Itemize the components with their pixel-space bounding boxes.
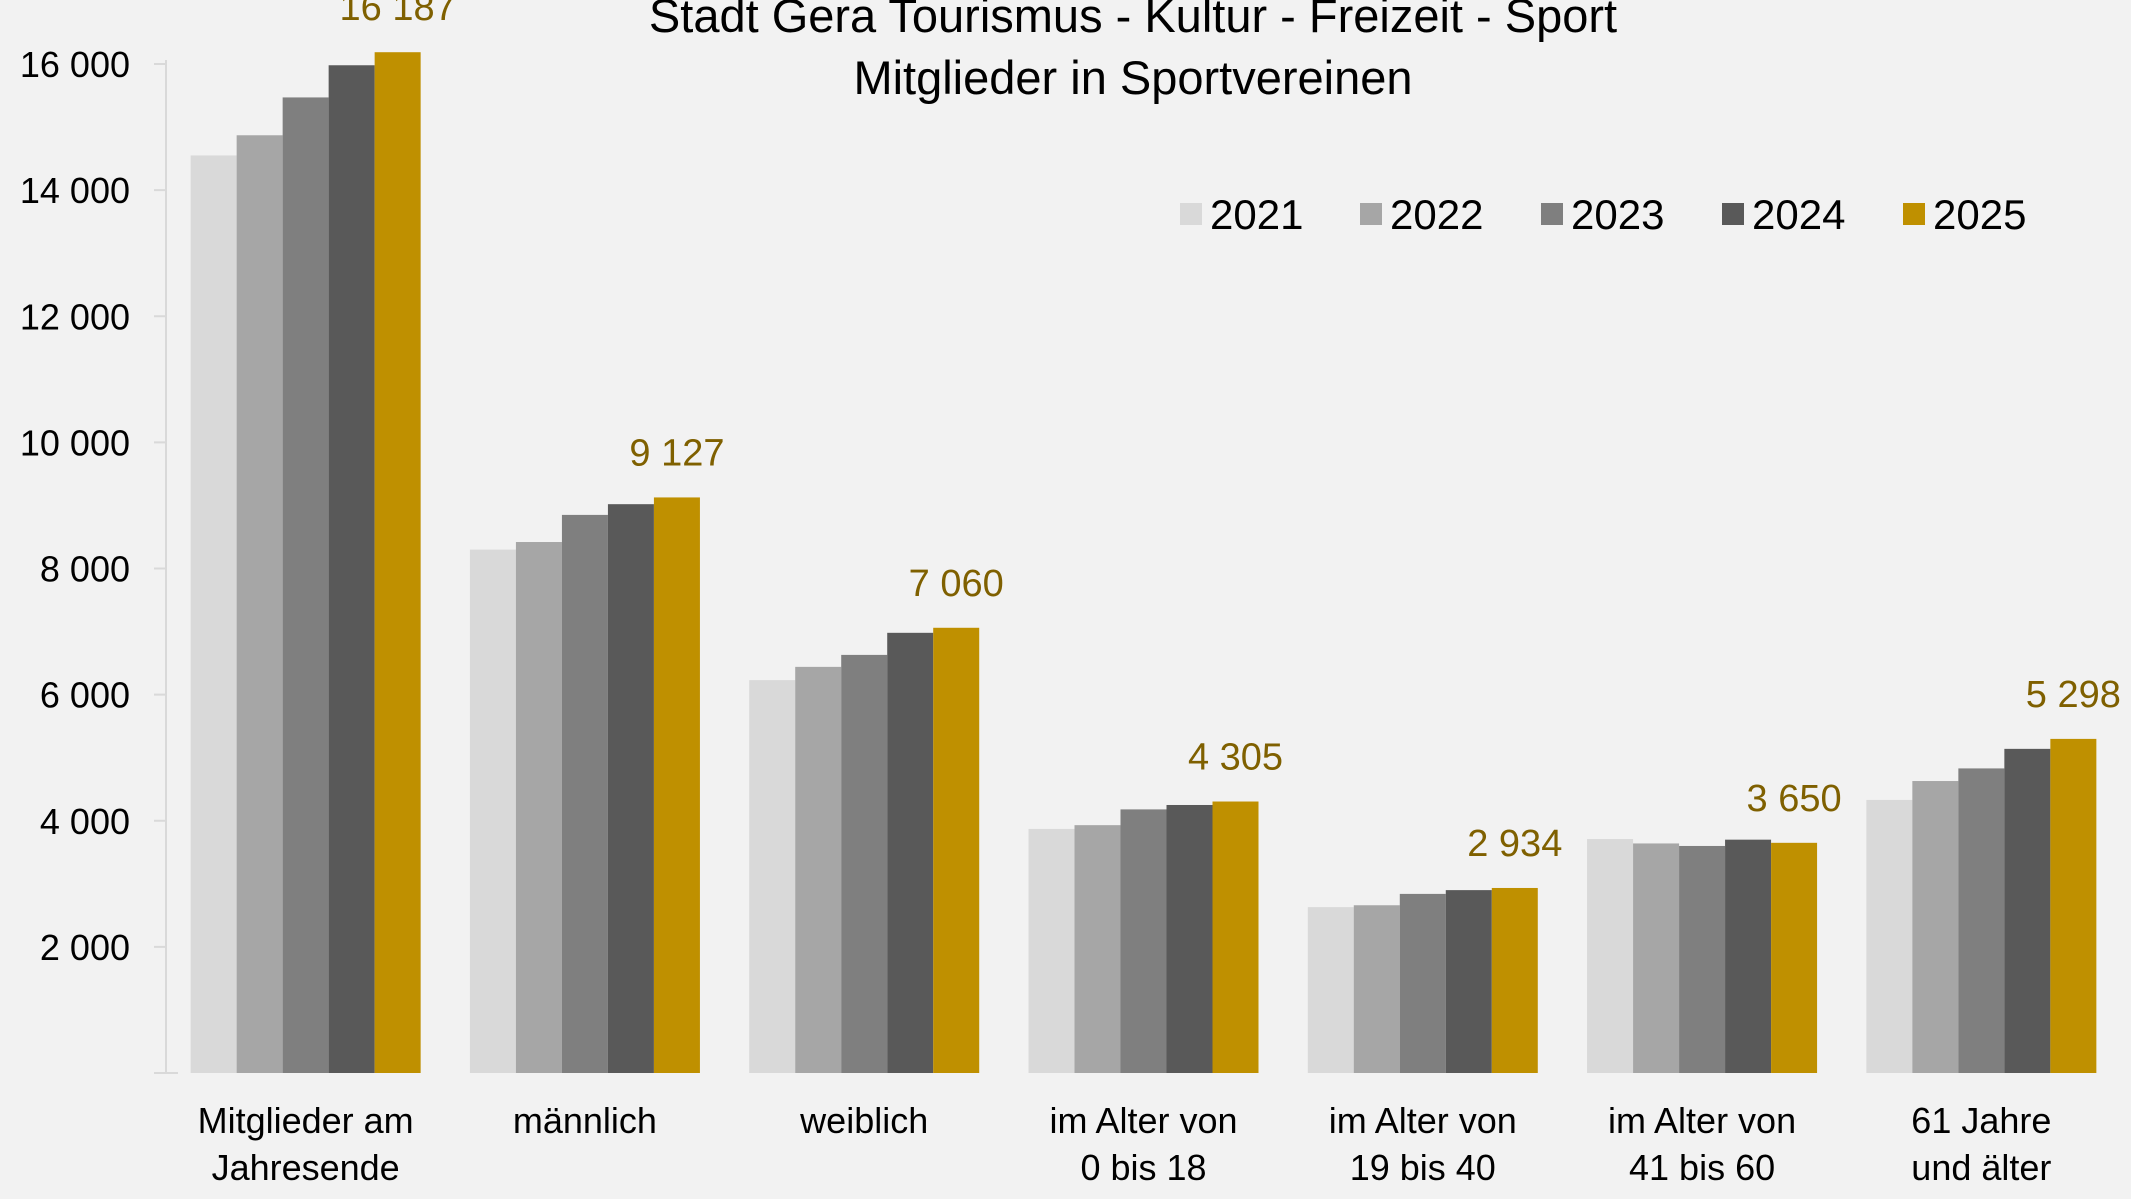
x-category-label: 0 bis 18 bbox=[1080, 1147, 1206, 1188]
bar bbox=[1491, 887, 1538, 1073]
bar bbox=[1679, 845, 1726, 1073]
bar bbox=[1212, 801, 1259, 1073]
data-label: 4 305 bbox=[1188, 737, 1283, 779]
bar bbox=[1353, 905, 1400, 1073]
bar bbox=[841, 654, 888, 1073]
y-tick-label: 8 000 bbox=[40, 549, 130, 590]
x-category-label: und älter bbox=[1911, 1147, 2051, 1188]
x-axis: Mitglieder am Jahresende männlich weiblich i… bbox=[198, 1100, 2052, 1188]
bar bbox=[1120, 809, 1167, 1073]
data-label: 16 187 bbox=[340, 0, 456, 29]
legend-label: 2023 bbox=[1571, 191, 1664, 238]
y-tick-label: 16 000 bbox=[20, 44, 130, 85]
y-tick-label: 6 000 bbox=[40, 675, 130, 716]
bar bbox=[2050, 738, 2097, 1073]
bar bbox=[469, 549, 516, 1073]
bar bbox=[1399, 893, 1446, 1073]
bar bbox=[374, 52, 421, 1073]
bar bbox=[1771, 842, 1818, 1073]
x-category-label: 41 bis 60 bbox=[1629, 1147, 1775, 1188]
legend-label: 2022 bbox=[1390, 191, 1483, 238]
legend-swatch bbox=[1360, 203, 1382, 225]
x-category-label: 19 bis 40 bbox=[1350, 1147, 1496, 1188]
bar bbox=[1912, 781, 1959, 1073]
legend-swatch bbox=[1722, 203, 1744, 225]
bar bbox=[2004, 748, 2051, 1073]
x-category-label: weiblich bbox=[799, 1100, 928, 1141]
legend-swatch bbox=[1541, 203, 1563, 225]
bar bbox=[1958, 768, 2005, 1073]
data-label: 5 298 bbox=[2026, 674, 2121, 716]
bar bbox=[1445, 890, 1492, 1073]
bar bbox=[933, 627, 980, 1073]
legend: 2021 2022 2023 2024 2025 bbox=[1180, 191, 2026, 238]
chart-title: Stadt Gera Tourismus - Kultur - Freizeit… bbox=[649, 0, 1617, 42]
x-category-label: Jahresende bbox=[212, 1147, 400, 1188]
y-tick-label: 2 000 bbox=[40, 927, 130, 968]
bar bbox=[1074, 825, 1121, 1073]
bar bbox=[561, 514, 608, 1073]
bar bbox=[1587, 839, 1634, 1073]
data-label: 3 650 bbox=[1747, 778, 1842, 820]
bar bbox=[1725, 839, 1772, 1073]
bar bbox=[795, 666, 842, 1073]
bar bbox=[515, 542, 562, 1073]
x-category-label: männlich bbox=[513, 1100, 657, 1141]
bar bbox=[190, 155, 237, 1074]
legend-swatch bbox=[1903, 203, 1925, 225]
legend-label: 2021 bbox=[1210, 191, 1303, 238]
legend-label: 2024 bbox=[1752, 191, 1845, 238]
y-tick-label: 4 000 bbox=[40, 801, 130, 842]
plot-area bbox=[190, 52, 2097, 1074]
data-label: 2 934 bbox=[1467, 823, 1562, 865]
data-labels: 16 187 9 127 7 060 4 305 2 934 3 650 5 298 bbox=[340, 0, 2121, 865]
x-category-label: Mitglieder am bbox=[198, 1100, 414, 1141]
bar bbox=[749, 680, 796, 1073]
bar bbox=[887, 632, 934, 1073]
y-tick-label: 10 000 bbox=[20, 422, 130, 463]
bar bbox=[328, 65, 375, 1074]
bar bbox=[1866, 799, 1913, 1073]
bar bbox=[607, 504, 654, 1073]
bar bbox=[282, 97, 329, 1074]
legend-label: 2025 bbox=[1933, 191, 2026, 238]
bar bbox=[236, 135, 283, 1073]
bar bbox=[1028, 828, 1075, 1073]
bar bbox=[1633, 843, 1680, 1073]
bar bbox=[1307, 907, 1354, 1073]
x-category-label: im Alter von bbox=[1049, 1100, 1237, 1141]
bar bbox=[653, 497, 700, 1073]
y-tick-label: 12 000 bbox=[20, 296, 130, 337]
bar bbox=[1166, 804, 1213, 1073]
y-tick-label: 14 000 bbox=[20, 170, 130, 211]
data-label: 9 127 bbox=[629, 432, 724, 474]
x-category-label: im Alter von bbox=[1329, 1100, 1517, 1141]
chart-subtitle: Mitglieder in Sportvereinen bbox=[853, 51, 1412, 104]
x-category-label: im Alter von bbox=[1608, 1100, 1796, 1141]
legend-swatch bbox=[1180, 203, 1202, 225]
y-axis: 2 000 4 000 6 000 8 000 10 000 12 000 14 000 16… bbox=[20, 44, 178, 1074]
data-label: 7 060 bbox=[909, 563, 1004, 605]
x-category-label: 61 Jahre bbox=[1911, 1100, 2051, 1141]
